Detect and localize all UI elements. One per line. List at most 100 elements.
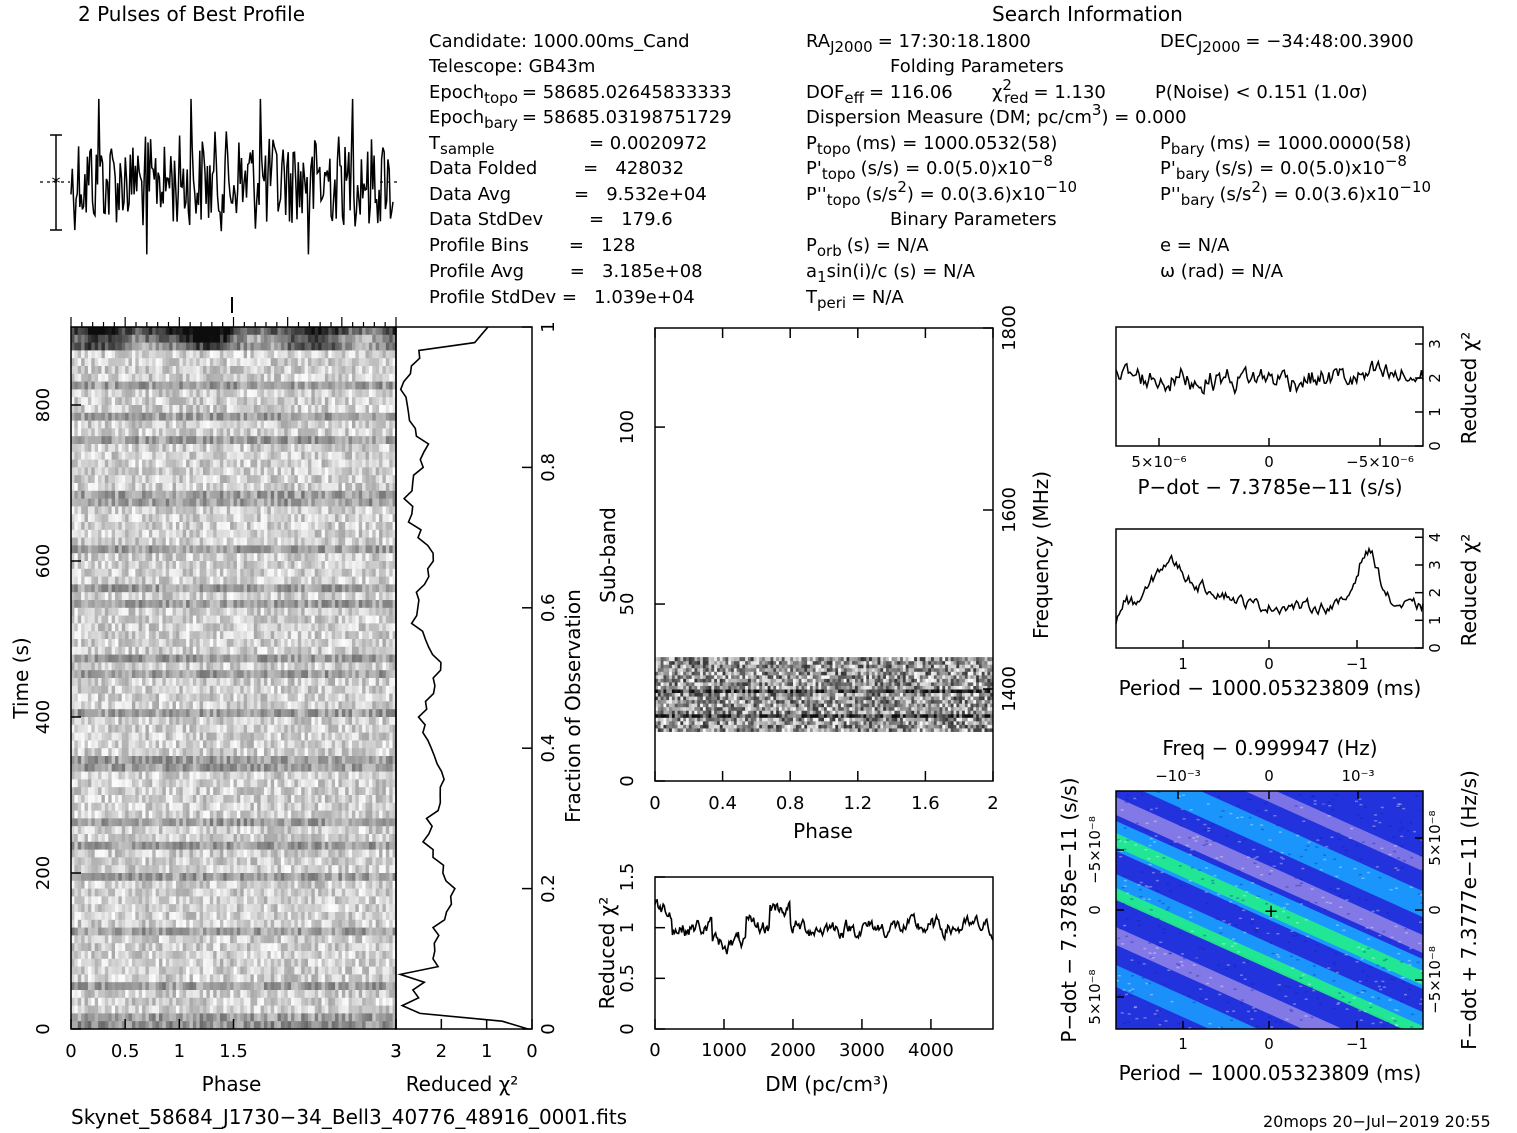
heatmap-cell: [297, 623, 302, 632]
heatmap-cell: [223, 662, 228, 671]
heatmap-cell: [169, 381, 174, 390]
heatmap-cell: [335, 467, 340, 476]
heatmap-cell: [250, 678, 255, 687]
heatmap-cell: [345, 342, 350, 351]
heatmap-cell: [280, 662, 285, 671]
heatmap-cell: [274, 334, 279, 344]
heatmap-cell: [372, 459, 377, 468]
heatmap-cell: [108, 654, 113, 663]
heatmap-cell: [328, 678, 333, 687]
heatmap-cell: [101, 412, 106, 422]
heatmap-cell: [199, 467, 204, 476]
heatmap-cell: [307, 646, 312, 656]
heatmap-cell: [385, 366, 390, 375]
heatmap-cell: [152, 615, 157, 624]
heatmap-cell: [324, 568, 329, 578]
heatmap-cell: [145, 529, 150, 539]
heatmap-cell: [121, 350, 126, 359]
heatmap-cell: [131, 381, 136, 390]
heatmap-cell: [335, 600, 340, 609]
heatmap-cell: [199, 709, 204, 718]
heatmap-cell: [328, 662, 333, 671]
heatmap-cell: [104, 701, 109, 710]
heatmap-cell: [362, 607, 367, 617]
heatmap-cell: [74, 327, 79, 336]
heatmap-cell: [301, 709, 306, 718]
heatmap-cell: [311, 685, 316, 695]
heatmap-cell: [172, 522, 177, 531]
heatmap-cell: [277, 373, 282, 383]
heatmap-cell: [230, 646, 235, 656]
heatmap-cell: [138, 350, 143, 359]
heatmap-cell: [179, 366, 184, 375]
heatmap-cell: [358, 389, 363, 398]
heatmap-cell: [324, 451, 329, 461]
heatmap-cell: [84, 327, 89, 336]
heatmap-cell: [142, 685, 147, 695]
heatmap-cell: [172, 444, 177, 453]
heatmap-cell: [131, 420, 136, 429]
heatmap-cell: [274, 685, 279, 695]
heatmap-cell: [375, 405, 380, 414]
heatmap-cell: [131, 662, 136, 671]
heatmap-cell: [270, 654, 275, 663]
heatmap-cell: [263, 553, 268, 562]
heatmap-cell: [311, 342, 316, 351]
heatmap-cell: [138, 334, 143, 344]
heatmap-cell: [121, 615, 126, 624]
heatmap-cell: [216, 327, 221, 336]
heatmap-cell: [159, 537, 164, 546]
heatmap-cell: [77, 685, 82, 695]
heatmap-cell: [77, 459, 82, 468]
heatmap-cell: [267, 701, 272, 710]
heatmap-cell: [182, 373, 187, 383]
heatmap-cell: [368, 623, 373, 632]
heatmap-cell: [192, 576, 197, 585]
heatmap-cell: [148, 412, 153, 422]
heatmap-cell: [335, 397, 340, 406]
heatmap-cell: [314, 678, 319, 687]
heatmap-cell: [115, 451, 119, 461]
heatmap-cell: [260, 514, 265, 523]
heatmap-cell: [389, 545, 394, 554]
heatmap-cell: [243, 615, 248, 624]
heatmap-cell: [240, 381, 245, 390]
heatmap-cell: [71, 717, 75, 726]
heatmap-cell: [213, 584, 218, 593]
heatmap-cell: [233, 561, 238, 570]
heatmap-cell: [318, 545, 323, 554]
heatmap-cell: [277, 529, 282, 539]
heatmap-cell: [392, 537, 396, 546]
heatmap-cell: [301, 397, 306, 406]
heatmap-cell: [77, 646, 82, 656]
heatmap-cell: [348, 444, 353, 453]
heatmap-cell: [253, 631, 258, 640]
heatmap-cell: [159, 678, 164, 687]
heatmap-cell: [77, 600, 82, 609]
heatmap-cell: [338, 584, 343, 593]
heatmap-cell: [287, 405, 292, 414]
heatmap-cell: [148, 662, 153, 671]
heatmap-cell: [301, 405, 306, 414]
heatmap-cell: [159, 451, 164, 461]
heatmap-cell: [213, 327, 218, 336]
heatmap-cell: [362, 646, 367, 656]
heatmap-cell: [233, 701, 238, 710]
heatmap-cell: [186, 397, 191, 406]
heatmap-cell: [94, 693, 99, 702]
heatmap-cell: [351, 412, 356, 422]
heatmap-cell: [135, 514, 140, 523]
heatmap-cell: [314, 436, 319, 445]
heatmap-cell: [372, 327, 377, 336]
heatmap-cell: [152, 334, 157, 344]
heatmap-cell: [175, 592, 180, 601]
heatmap-cell: [145, 506, 150, 515]
heatmap-cell: [216, 514, 221, 523]
heatmap-cell: [274, 646, 279, 656]
heatmap-cell: [121, 662, 126, 671]
heatmap-cell: [379, 584, 384, 593]
heatmap-cell: [81, 459, 86, 468]
heatmap-cell: [348, 607, 353, 617]
heatmap-cell: [233, 678, 238, 687]
heatmap-cell: [331, 600, 336, 609]
